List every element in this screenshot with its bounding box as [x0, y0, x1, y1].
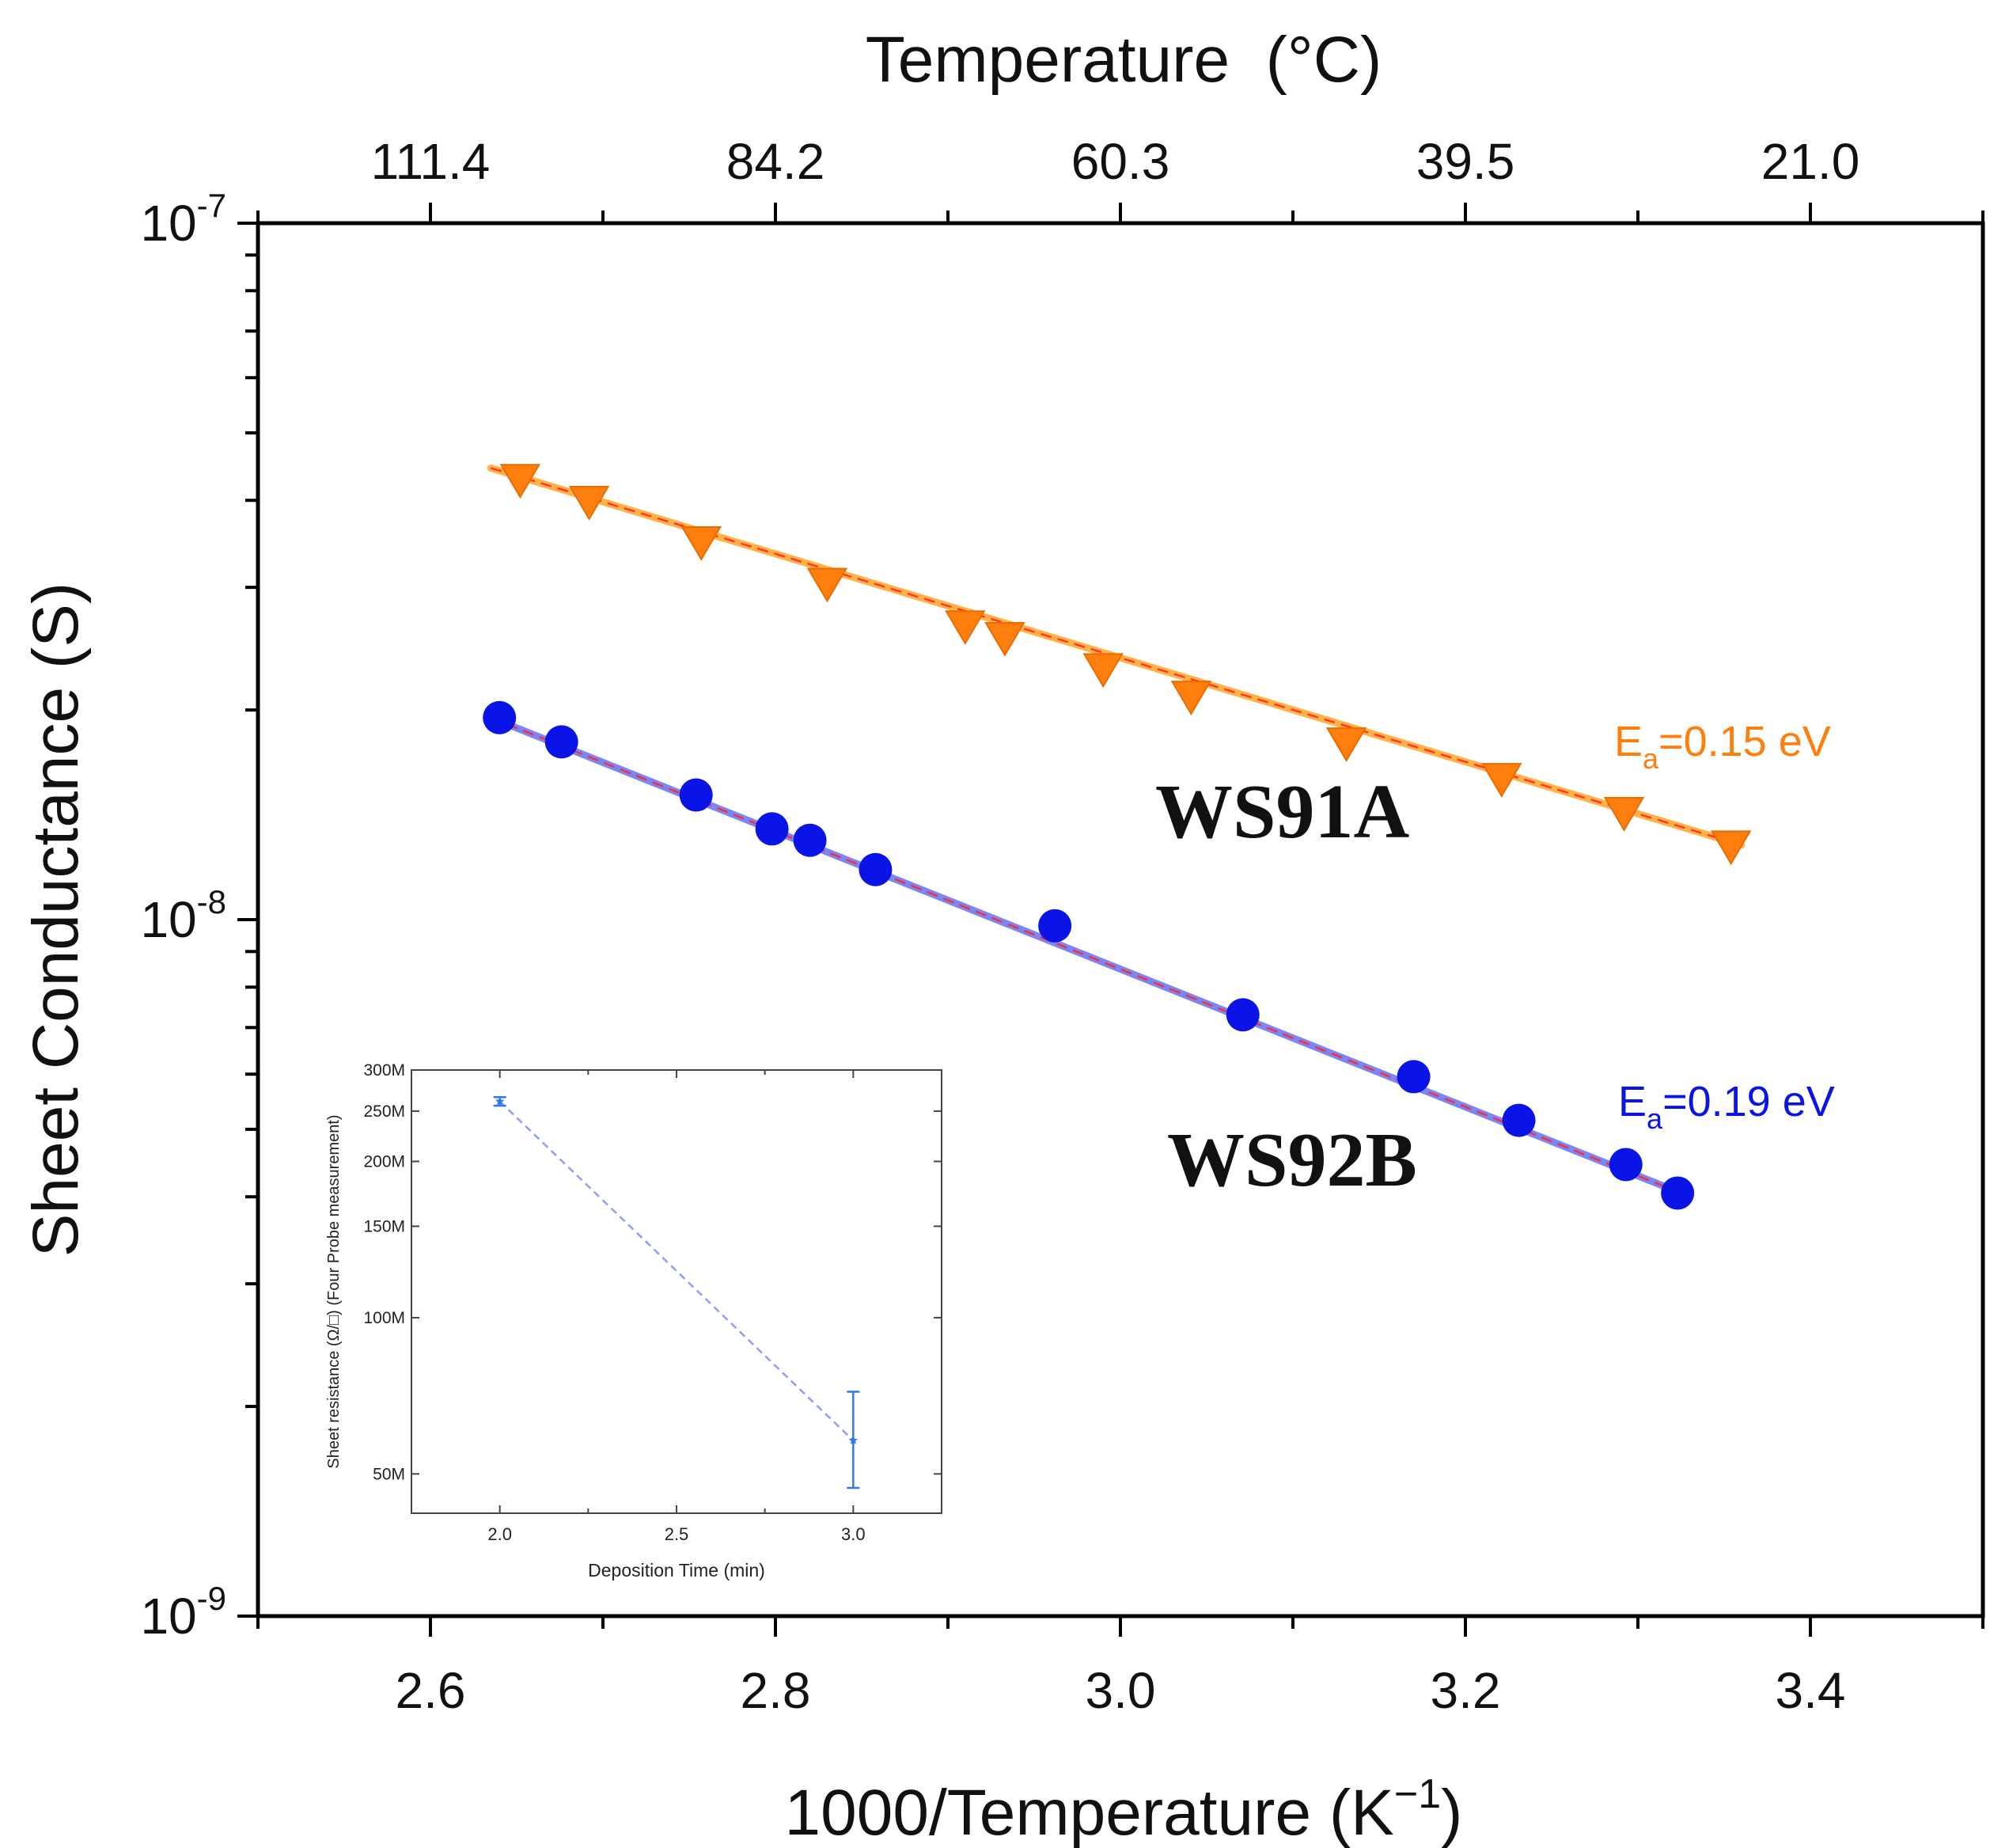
y-tick-base: 10	[140, 891, 196, 948]
inset-background	[411, 1070, 942, 1513]
inset-x-axis-label: Deposition Time (min)	[588, 1560, 765, 1580]
inset-y-tick-label: 100M	[363, 1309, 405, 1327]
y-tick-label: 10-8	[140, 883, 226, 948]
inset-x-tick-label: 3.0	[841, 1524, 866, 1544]
data-point-ws92b	[1038, 909, 1072, 943]
data-point-ws92b	[1661, 1176, 1695, 1210]
data-point-ws92b	[859, 852, 893, 886]
activation-energy-ws92b-e: E	[1618, 1078, 1647, 1125]
data-point-ws91a	[568, 485, 610, 521]
data-point-ws92b	[1226, 998, 1260, 1032]
inset-x-tick-label: 2.5	[665, 1524, 689, 1544]
y-tick-base: 10	[140, 1588, 196, 1645]
activation-energy-ws91a-e: E	[1614, 718, 1643, 765]
main-points	[483, 464, 1752, 1210]
inset-y-axis-label: Sheet resistance (Ω/□) (Four Probe measu…	[325, 1114, 343, 1468]
inset-ticks: 2.0 2.5 3.0 50M 100M 150M 200M 250M 300M	[363, 1061, 942, 1544]
activation-energy-ws92b-sub: a	[1647, 1102, 1663, 1135]
data-point-ws91a	[1481, 763, 1522, 798]
data-point-ws91a	[984, 621, 1025, 657]
x-tick-label: 3.2	[1431, 1662, 1501, 1719]
x-axis-label-close: )	[1441, 1777, 1462, 1848]
data-point-ws91a	[945, 610, 986, 646]
activation-energy-ws92b: Ea=0.19 eV	[1618, 1078, 1835, 1135]
data-point-ws91a	[806, 567, 848, 603]
data-point-ws92b	[1609, 1148, 1643, 1182]
y-tick-exponent: -7	[197, 187, 226, 224]
top-tick-label: 84.2	[726, 133, 825, 190]
data-point-ws92b	[544, 725, 578, 759]
y-tick-label: 10-9	[140, 1580, 226, 1645]
inset-y-tick-label: 300M	[363, 1061, 405, 1080]
top-axis-label: Temperature (°C)	[866, 24, 1382, 96]
sample-label-ws91a: WS91A	[1155, 769, 1410, 855]
sample-label-ws92b: WS92B	[1167, 1118, 1417, 1203]
activation-energy-ws91a: Ea=0.15 eV	[1614, 718, 1831, 775]
x-axis-label: 1000/Temperature (K−1)	[785, 1771, 1463, 1848]
activation-energy-ws91a-sub: a	[1643, 742, 1659, 775]
y-tick-label: 10-7	[140, 187, 226, 252]
data-point-ws92b	[483, 700, 517, 734]
data-point-ws92b	[755, 812, 789, 846]
top-tick-label: 21.0	[1761, 133, 1860, 190]
data-point-ws91a	[499, 464, 541, 499]
data-point-ws92b	[1502, 1103, 1536, 1137]
top-tick-label: 39.5	[1416, 133, 1515, 190]
inset-y-tick-label: 50M	[373, 1465, 405, 1483]
x-tick-label: 3.4	[1776, 1662, 1846, 1719]
activation-energy-ws92b-value: =0.19 eV	[1662, 1078, 1835, 1125]
inset-marks	[493, 1096, 860, 1489]
data-point-ws92b	[679, 778, 713, 812]
data-point-ws92b	[793, 823, 827, 857]
inset-chart: 2.0 2.5 3.0 50M 100M 150M 200M 250M 300M Deposit…	[325, 1061, 942, 1580]
x-tick-label: 2.6	[396, 1662, 466, 1719]
inset-y-tick-label: 250M	[363, 1102, 405, 1121]
y-tick-exponent: -9	[197, 1580, 226, 1617]
y-axis-label: Sheet Conductance (S)	[20, 582, 92, 1257]
data-point-ws92b	[1397, 1060, 1431, 1094]
y-tick-exponent: -8	[197, 883, 226, 920]
top-tick-label: 111.4	[371, 133, 491, 190]
inset-y-tick-label: 200M	[363, 1152, 405, 1171]
top-tick-label: 60.3	[1071, 133, 1170, 190]
inset-data-point	[495, 1096, 505, 1106]
x-tick-label: 3.0	[1086, 1662, 1156, 1719]
data-point-ws91a	[1325, 727, 1367, 762]
data-point-ws91a	[680, 526, 722, 561]
inset-trend-line	[498, 1100, 855, 1441]
data-point-ws91a	[1170, 681, 1212, 715]
data-point-ws91a	[1710, 830, 1752, 866]
inset-data-point	[848, 1436, 858, 1444]
data-point-ws91a	[1082, 653, 1124, 689]
activation-energy-ws91a-value: =0.15 eV	[1658, 718, 1831, 765]
data-point-ws91a	[1603, 797, 1645, 832]
x-axis-label-superscript: −1	[1394, 1771, 1441, 1817]
inset-y-tick-label: 150M	[363, 1217, 405, 1235]
y-tick-base: 10	[140, 195, 196, 252]
x-tick-label: 2.8	[741, 1662, 811, 1719]
inset-x-tick-label: 2.0	[487, 1524, 512, 1544]
x-axis-label-main: 1000/Temperature (K	[785, 1777, 1394, 1848]
